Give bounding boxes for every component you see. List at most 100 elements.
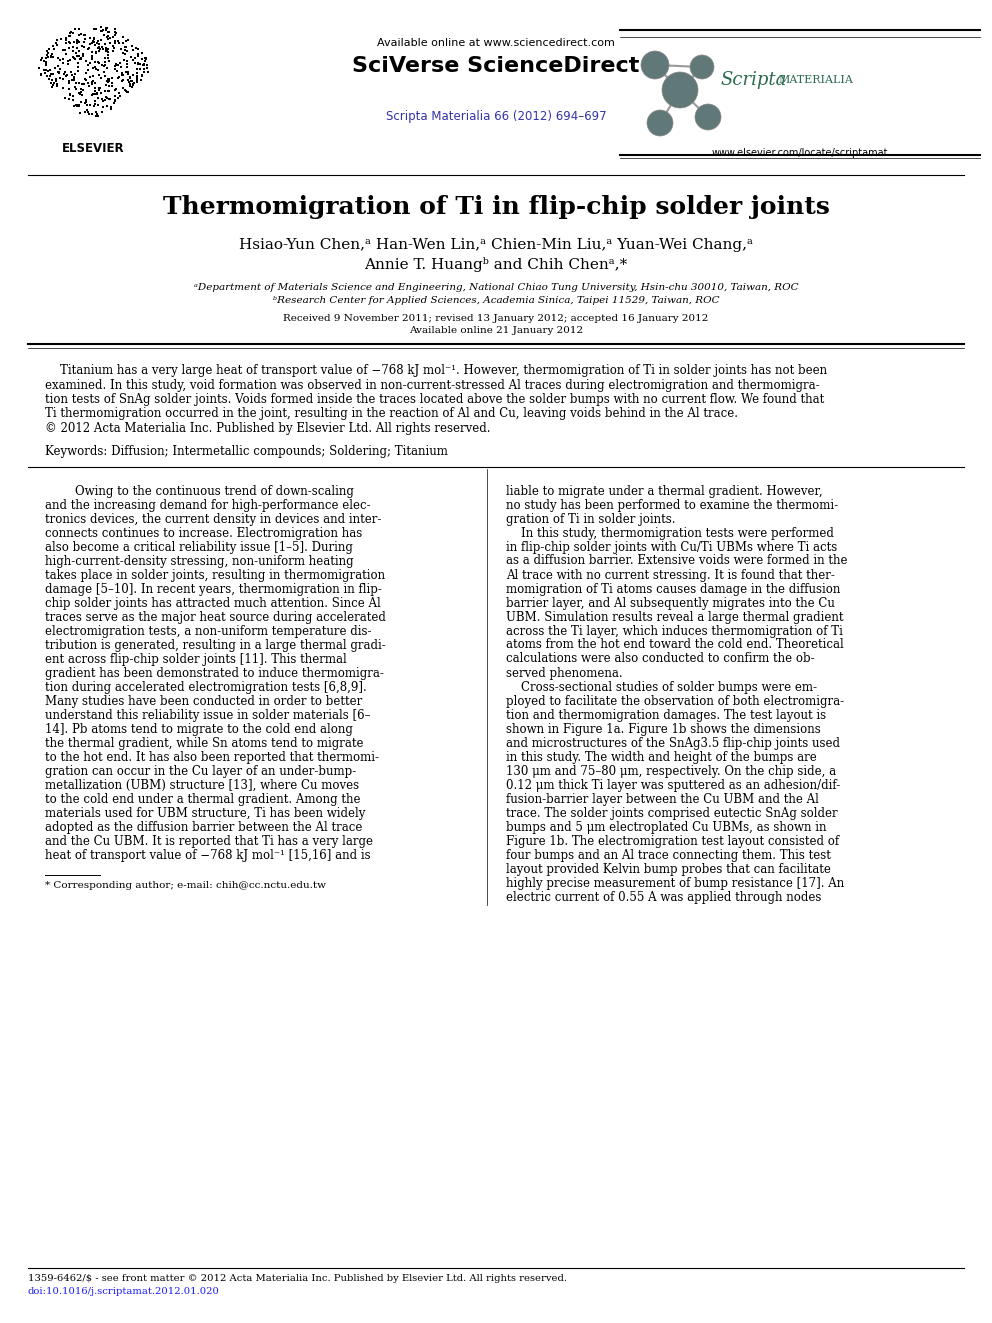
Point [52,61,67,82]
Point [65,40,81,61]
Point [71,95,87,116]
Point [55,52,70,73]
Point [67,79,83,101]
Text: understand this reliability issue in solder materials [6–: understand this reliability issue in sol… [45,709,370,721]
Text: layout provided Kelvin bump probes that can facilitate: layout provided Kelvin bump probes that … [506,863,831,876]
Text: as a diffusion barrier. Extensive voids were formed in the: as a diffusion barrier. Extensive voids … [506,554,847,568]
Point [77,91,93,112]
Point [135,65,151,86]
Point [136,54,152,75]
Point [87,34,103,56]
Point [51,62,66,83]
Point [39,41,55,62]
Point [50,73,65,94]
Text: tronics devices, the current density in devices and inter-: tronics devices, the current density in … [45,512,381,525]
Text: fusion-barrier layer between the Cu UBM and the Al: fusion-barrier layer between the Cu UBM … [506,792,818,806]
Point [50,48,65,69]
Point [138,48,154,69]
Point [96,56,112,77]
Point [78,62,94,83]
Point [96,24,112,45]
Point [90,94,106,115]
Point [87,42,103,64]
Point [78,70,94,91]
Point [86,19,102,40]
Text: heat of transport value of −768 kJ mol⁻¹ [15,16] and is: heat of transport value of −768 kJ mol⁻¹… [45,848,371,861]
Point [59,28,74,49]
Point [117,37,133,58]
Point [65,48,81,69]
Point [123,70,139,91]
Point [100,38,116,60]
Text: served phenomena.: served phenomena. [506,667,623,680]
Text: adopted as the diffusion barrier between the Al trace: adopted as the diffusion barrier between… [45,820,362,833]
Point [103,97,119,118]
Point [67,49,83,70]
Text: Owing to the continuous trend of down-scaling: Owing to the continuous trend of down-sc… [45,484,354,497]
Point [71,19,87,40]
Point [93,29,109,50]
Point [50,56,65,77]
Point [127,71,143,93]
Point [102,98,118,119]
Point [46,38,62,60]
Point [74,85,90,106]
Text: and the increasing demand for high-performance elec-: and the increasing demand for high-perfo… [45,499,371,512]
Point [88,106,104,127]
Point [39,52,55,73]
Point [68,73,84,94]
Point [128,37,144,58]
Point [40,65,56,86]
Point [91,78,107,99]
Point [115,78,131,99]
Point [130,52,146,73]
Ellipse shape [662,71,698,108]
Point [57,87,72,108]
Point [125,74,141,95]
Point [68,45,84,66]
Point [136,58,152,79]
Point [97,65,113,86]
Point [48,58,63,79]
Point [101,89,117,110]
Point [137,50,153,71]
Point [84,46,100,67]
Point [133,69,149,90]
Text: 14]. Pb atoms tend to migrate to the cold end along: 14]. Pb atoms tend to migrate to the col… [45,722,353,736]
Point [91,36,107,57]
Point [94,36,110,57]
Point [130,46,146,67]
Point [131,53,147,74]
Point [68,30,84,52]
Point [101,70,117,91]
Point [99,70,115,91]
Point [65,85,81,106]
Text: materials used for UBM structure, Ti has been widely: materials used for UBM structure, Ti has… [45,807,365,819]
Point [114,62,130,83]
Text: Cross-sectional studies of solder bumps were em-: Cross-sectional studies of solder bumps … [506,680,817,693]
Text: to the cold end under a thermal gradient. Among the: to the cold end under a thermal gradient… [45,792,360,806]
Text: atoms from the hot end toward the cold end. Theoretical: atoms from the hot end toward the cold e… [506,639,844,651]
Text: Thermomigration of Ti in flip-chip solder joints: Thermomigration of Ti in flip-chip solde… [163,194,829,220]
Point [62,50,78,71]
Point [61,89,76,110]
Point [77,24,93,45]
Point [129,67,145,89]
Point [46,74,62,95]
Point [113,57,129,78]
Point [92,38,108,60]
Point [120,69,136,90]
Point [54,28,69,49]
Text: damage [5–10]. In recent years, thermomigration in flip-: damage [5–10]. In recent years, thermomi… [45,582,382,595]
Point [80,103,96,124]
Point [81,53,97,74]
Point [65,95,81,116]
Point [38,60,54,81]
Point [129,65,145,86]
Point [86,71,102,93]
Point [107,33,123,54]
Point [129,58,145,79]
Point [95,38,111,60]
Point [46,64,62,85]
Point [65,89,81,110]
